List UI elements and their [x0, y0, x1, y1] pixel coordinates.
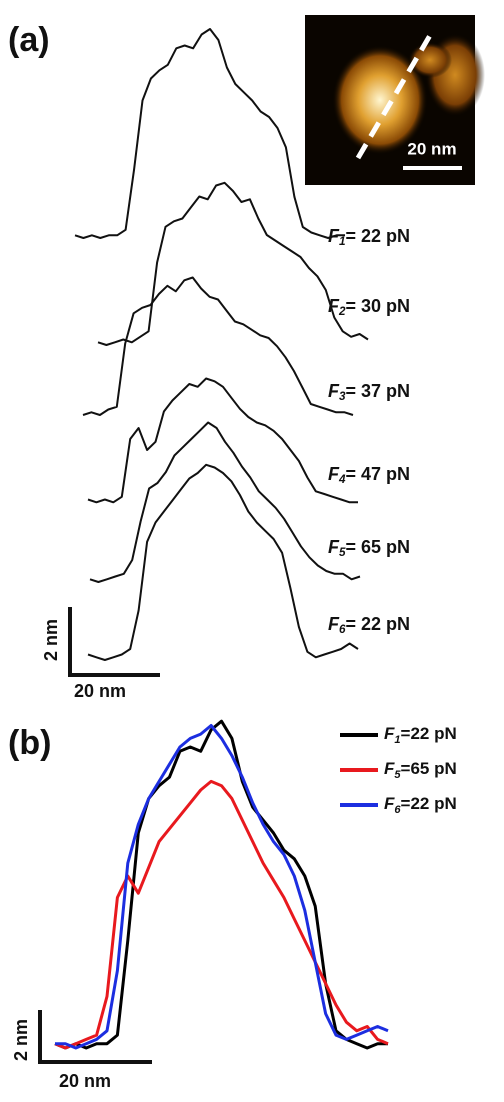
profile-line: [75, 29, 345, 238]
force-text: =65 pN: [401, 759, 457, 778]
force-text: = 37 pN: [346, 381, 411, 401]
force-symbol: F: [384, 724, 395, 743]
force-symbol: F: [384, 759, 395, 778]
force-label: F3= 37 pN: [328, 381, 410, 403]
force-label: F6=22 pN: [384, 794, 457, 815]
scale-label-x: 20 nm: [59, 1071, 111, 1091]
figure: (a) 20 nm 2 nm 20 nm (b) 2 nm 20 nm F1= …: [0, 0, 504, 1102]
scale-bar-b: 2 nm 20 nm: [11, 1010, 152, 1091]
force-text: =22 pN: [401, 794, 457, 813]
force-label: F1=22 pN: [384, 724, 457, 745]
profile-line: [83, 278, 353, 416]
scale-label-x: 20 nm: [74, 681, 126, 701]
panel-label: (a): [8, 21, 50, 59]
force-label: F4= 47 pN: [328, 464, 410, 486]
scale-label-y: 2 nm: [11, 1019, 31, 1061]
force-label: F5=65 pN: [384, 759, 457, 780]
panel-label: (b): [8, 724, 51, 762]
force-text: = 22 pN: [346, 226, 411, 246]
afm-inset: 20 nm: [305, 15, 485, 185]
scale-bar-a: 2 nm 20 nm: [41, 607, 160, 701]
profile-line: [88, 465, 358, 660]
force-text: =22 pN: [401, 724, 457, 743]
force-text: = 65 pN: [346, 537, 411, 557]
force-label: F6= 22 pN: [328, 614, 410, 636]
force-label: F2= 30 pN: [328, 296, 410, 318]
scale-label-y: 2 nm: [41, 619, 61, 661]
force-label: F1= 22 pN: [328, 226, 410, 248]
inset-scale-label: 20 nm: [407, 139, 456, 158]
force-text: = 47 pN: [346, 464, 411, 484]
force-text: = 30 pN: [346, 296, 411, 316]
force-label: F5= 65 pN: [328, 537, 410, 559]
force-symbol: F: [384, 794, 395, 813]
profile-line: [55, 781, 388, 1048]
force-text: = 22 pN: [346, 614, 411, 634]
profile-line: [90, 423, 360, 583]
